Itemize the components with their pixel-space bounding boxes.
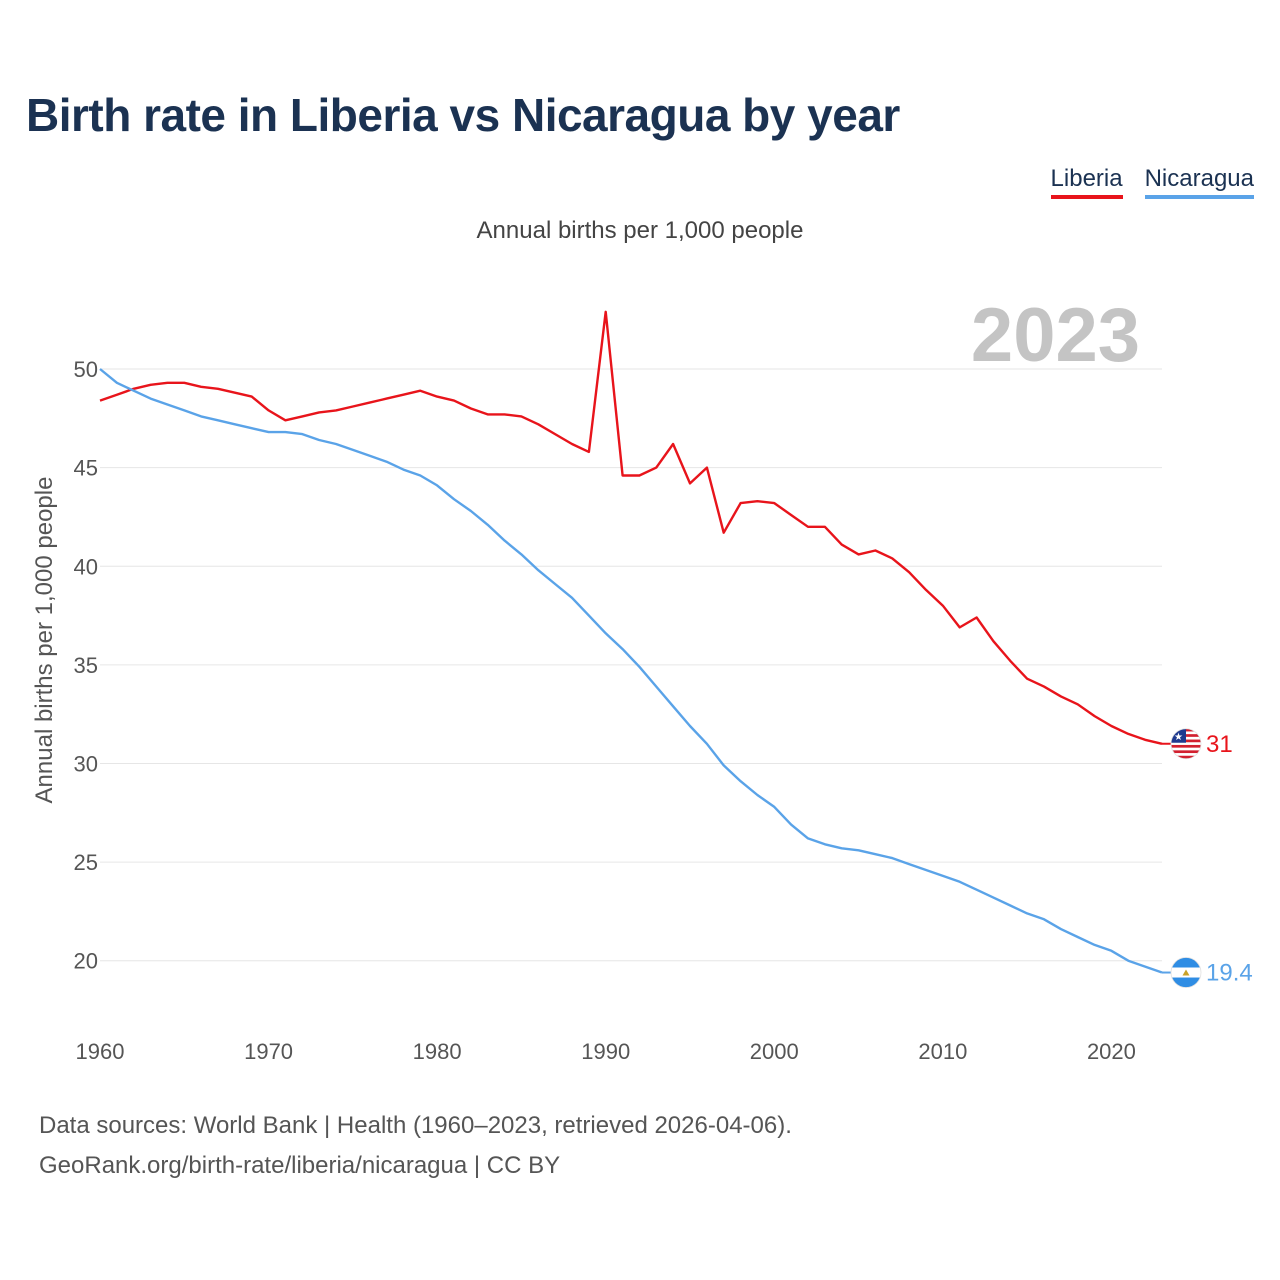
y-tick-label: 25 (74, 850, 98, 875)
y-tick-label: 50 (74, 357, 98, 382)
x-tick-label: 1990 (581, 1039, 630, 1064)
series-line-nicaragua (99, 368, 1163, 974)
y-axis-ticks: 20 25 30 35 40 45 50 (74, 357, 98, 974)
y-tick-label: 35 (74, 653, 98, 678)
x-tick-label: 2020 (1087, 1039, 1136, 1064)
y-tick-label: 40 (74, 554, 98, 579)
footer: Data sources: World Bank | Health (1960–… (39, 1106, 792, 1186)
x-axis-ticks: 1960 1970 1980 1990 2000 2010 2020 (76, 1039, 1136, 1064)
series-lines (99, 310, 1163, 974)
year-watermark: 2023 (971, 293, 1140, 378)
x-tick-label: 1960 (76, 1039, 125, 1064)
liberia-flag-icon: ★ (1170, 728, 1202, 760)
x-tick-label: 2000 (750, 1039, 799, 1064)
footer-sources: Data sources: World Bank | Health (1960–… (39, 1112, 792, 1139)
legend-item-nicaragua[interactable]: Nicaragua (1144, 165, 1254, 199)
y-tick-label: 20 (74, 949, 98, 974)
legend: Liberia Nicaragua (1050, 165, 1254, 199)
nicaragua-flag-icon (1170, 957, 1202, 988)
end-value-label-liberia: 31 (1206, 731, 1233, 758)
end-markers: ★ 31 19.4 (1162, 728, 1253, 988)
x-tick-label: 1970 (244, 1039, 293, 1064)
legend-item-liberia[interactable]: Liberia (1050, 165, 1123, 199)
chart-title: Birth rate in Liberia vs Nicaragua by ye… (26, 89, 900, 141)
end-value-label-nicaragua: 19.4 (1206, 960, 1253, 987)
series-line-liberia (99, 310, 1163, 745)
y-tick-label: 30 (74, 751, 98, 776)
footer-link: GeoRank.org/birth-rate/liberia/nicaragua… (39, 1152, 561, 1179)
y-axis-title: Annual births per 1,000 people (31, 477, 58, 804)
x-tick-label: 1980 (413, 1039, 462, 1064)
chart-subtitle: Annual births per 1,000 people (476, 217, 804, 244)
svg-text:★: ★ (1174, 732, 1183, 743)
gridlines (100, 368, 1162, 962)
x-tick-label: 2010 (918, 1039, 967, 1064)
y-tick-label: 45 (74, 456, 98, 481)
